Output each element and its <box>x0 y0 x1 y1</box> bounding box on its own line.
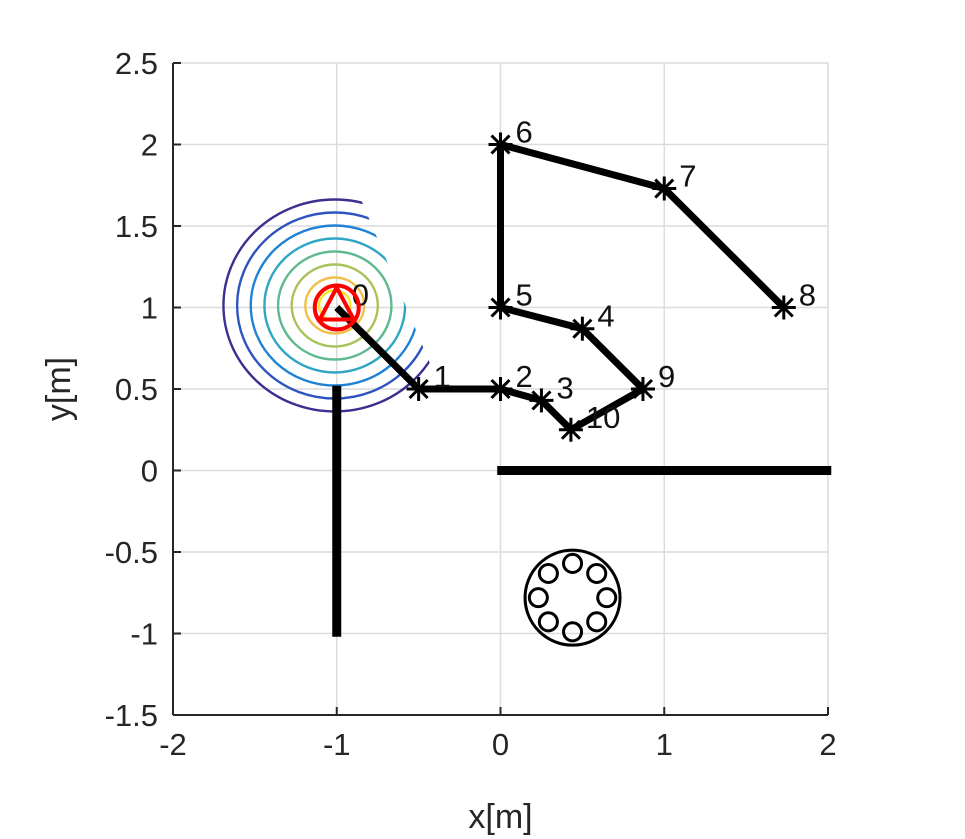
waypoint-label: 5 <box>516 278 533 313</box>
y-tick-label: -1.5 <box>105 698 158 733</box>
contour-line <box>290 263 380 348</box>
contour-line <box>276 250 393 361</box>
y-tick-label: 0.5 <box>115 372 158 407</box>
obstacle-inner-circle <box>537 562 559 584</box>
walls <box>332 385 832 637</box>
axes-frame <box>172 62 829 716</box>
robot-marker <box>312 283 361 332</box>
tick-labels: -2 -1 0 1 2 -1.5 -1 -0.5 0 0.5 1 1.5 2 2.5 <box>105 46 837 762</box>
waypoint-marker <box>488 377 513 401</box>
x-tick-label: -1 <box>323 727 351 762</box>
y-tick-label: 0 <box>141 454 158 489</box>
obstacle-outline <box>523 548 622 647</box>
robot-heading-triangle <box>316 283 358 322</box>
waypoint-label: 6 <box>516 115 533 150</box>
robot-path: 0 1 2 3 10 9 4 5 6 7 8 <box>334 115 816 442</box>
y-tick-label: -0.5 <box>105 535 158 570</box>
waypoint-label: 8 <box>799 278 816 313</box>
waypoint-label: 3 <box>556 370 573 405</box>
waypoint-marker <box>570 316 595 341</box>
waypoint-label: 10 <box>586 400 620 435</box>
waypoint-label: 1 <box>434 359 451 394</box>
y-tick-label: 2 <box>141 128 158 163</box>
contour-line <box>263 237 407 374</box>
y-tick-label: 2.5 <box>115 46 158 81</box>
waypoint-marker <box>558 417 583 442</box>
y-tick-label: 1 <box>141 291 158 326</box>
y-tick-label: -1 <box>130 617 158 652</box>
y-tick-label: 1.5 <box>115 209 158 244</box>
obstacle-inner-circle <box>562 621 584 643</box>
x-tick-label: -2 <box>159 727 187 762</box>
waypoint-marker <box>630 377 655 401</box>
x-tick-label: 0 <box>492 727 509 762</box>
x-axis-label: x[m] <box>468 798 532 836</box>
waypoint-label: 0 <box>352 278 369 313</box>
obstacle-inner-circle <box>537 611 559 633</box>
waypoint-marker <box>488 295 513 320</box>
x-tick-label: 2 <box>819 727 836 762</box>
waypoint-label: 9 <box>658 359 675 394</box>
circular-obstacle <box>523 548 622 647</box>
y-axis-label: y[m] <box>40 357 78 421</box>
contour-line <box>304 276 366 335</box>
waypoint-marker <box>529 388 554 413</box>
obstacle-inner-circle <box>596 587 618 609</box>
waypoint-label: 2 <box>516 359 533 394</box>
waypoint-marker <box>488 132 513 157</box>
obstacle-inner-circle <box>562 552 584 574</box>
waypoint-marker <box>652 176 677 201</box>
waypoint-marker <box>406 377 431 401</box>
waypoint-label: 7 <box>679 159 696 194</box>
obstacle-inner-circle <box>586 562 608 584</box>
waypoint-label: 4 <box>597 299 614 334</box>
waypoint-marker <box>771 295 796 320</box>
obstacle-inner-circle <box>586 611 608 633</box>
x-tick-label: 1 <box>656 727 673 762</box>
obstacle-inner-circle <box>527 587 549 609</box>
